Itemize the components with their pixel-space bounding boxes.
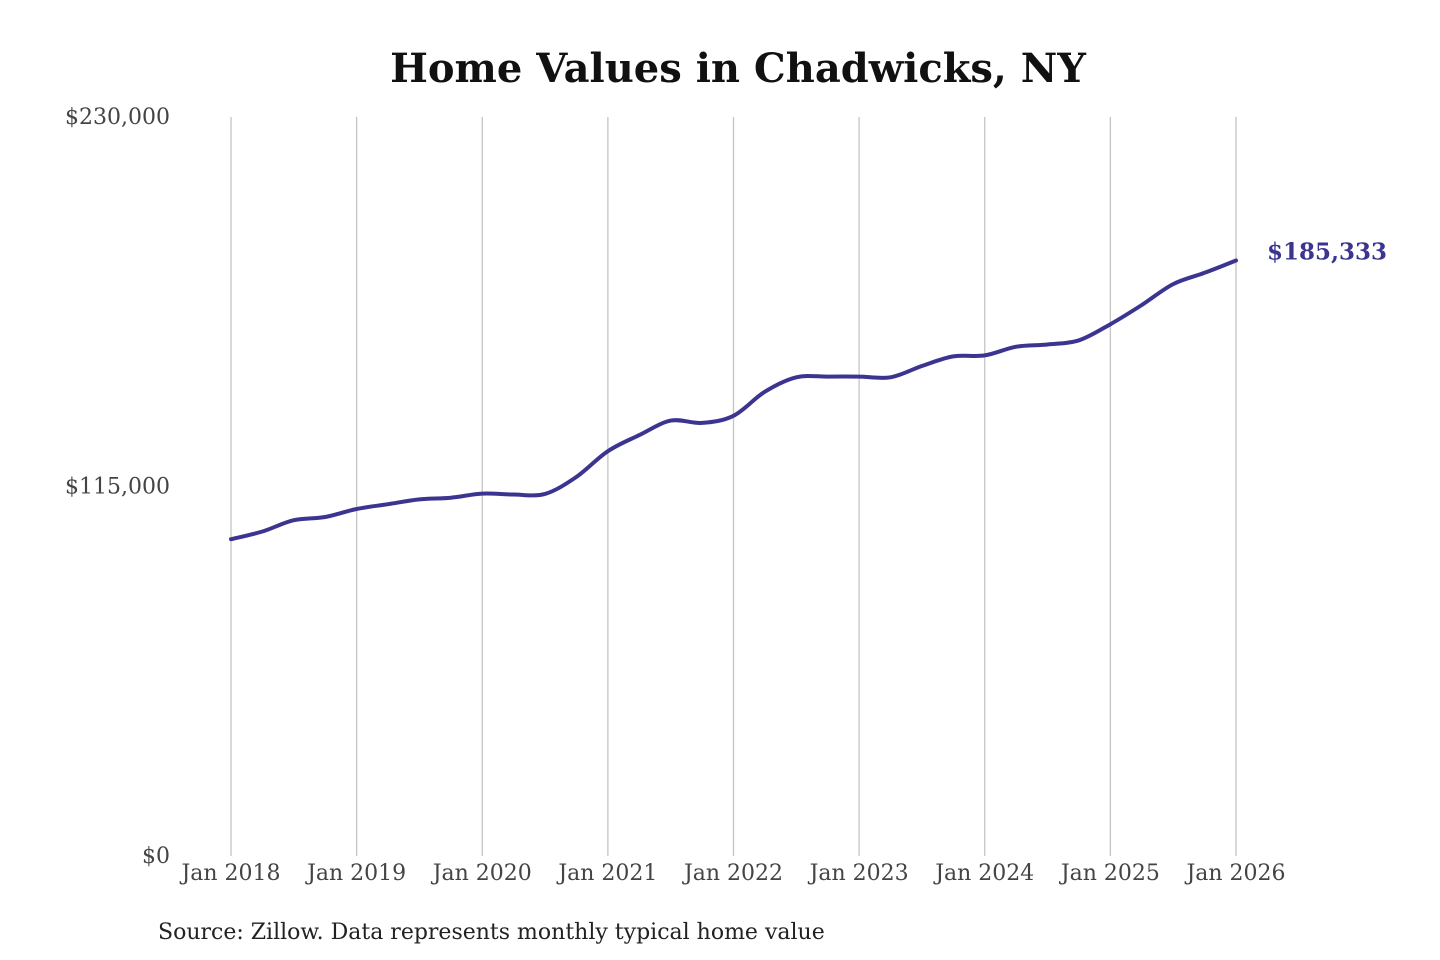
y-tick-label: $0 [142,844,170,869]
series-line [229,258,1238,542]
x-tick-label: Jan 2023 [808,861,909,886]
end-value-label: $185,333 [1267,239,1387,266]
x-axis: Jan 2018 Jan 2019 Jan 2020 Jan 2021 Jan 2022… [179,861,1285,886]
y-axis: $0 $115,000 $230,000 [65,105,170,869]
series-layer: $185,333 [229,239,1387,542]
x-tick-label: Jan 2018 [179,861,280,886]
chart-title: Home Values in Chadwicks, NY [390,45,1086,92]
x-tick-label: Jan 2020 [431,861,532,886]
x-tick-label: Jan 2019 [305,861,406,886]
x-tick-label: Jan 2021 [556,861,657,886]
x-tick-label: Jan 2022 [682,861,783,886]
source-note: Source: Zillow. Data represents monthly … [158,920,825,945]
x-tick-label: Jan 2024 [933,861,1034,886]
y-tick-label: $115,000 [65,475,170,500]
gridlines [230,117,1237,856]
y-tick-label: $230,000 [65,105,170,130]
x-tick-label: Jan 2025 [1059,861,1160,886]
x-tick-label: Jan 2026 [1184,861,1285,886]
